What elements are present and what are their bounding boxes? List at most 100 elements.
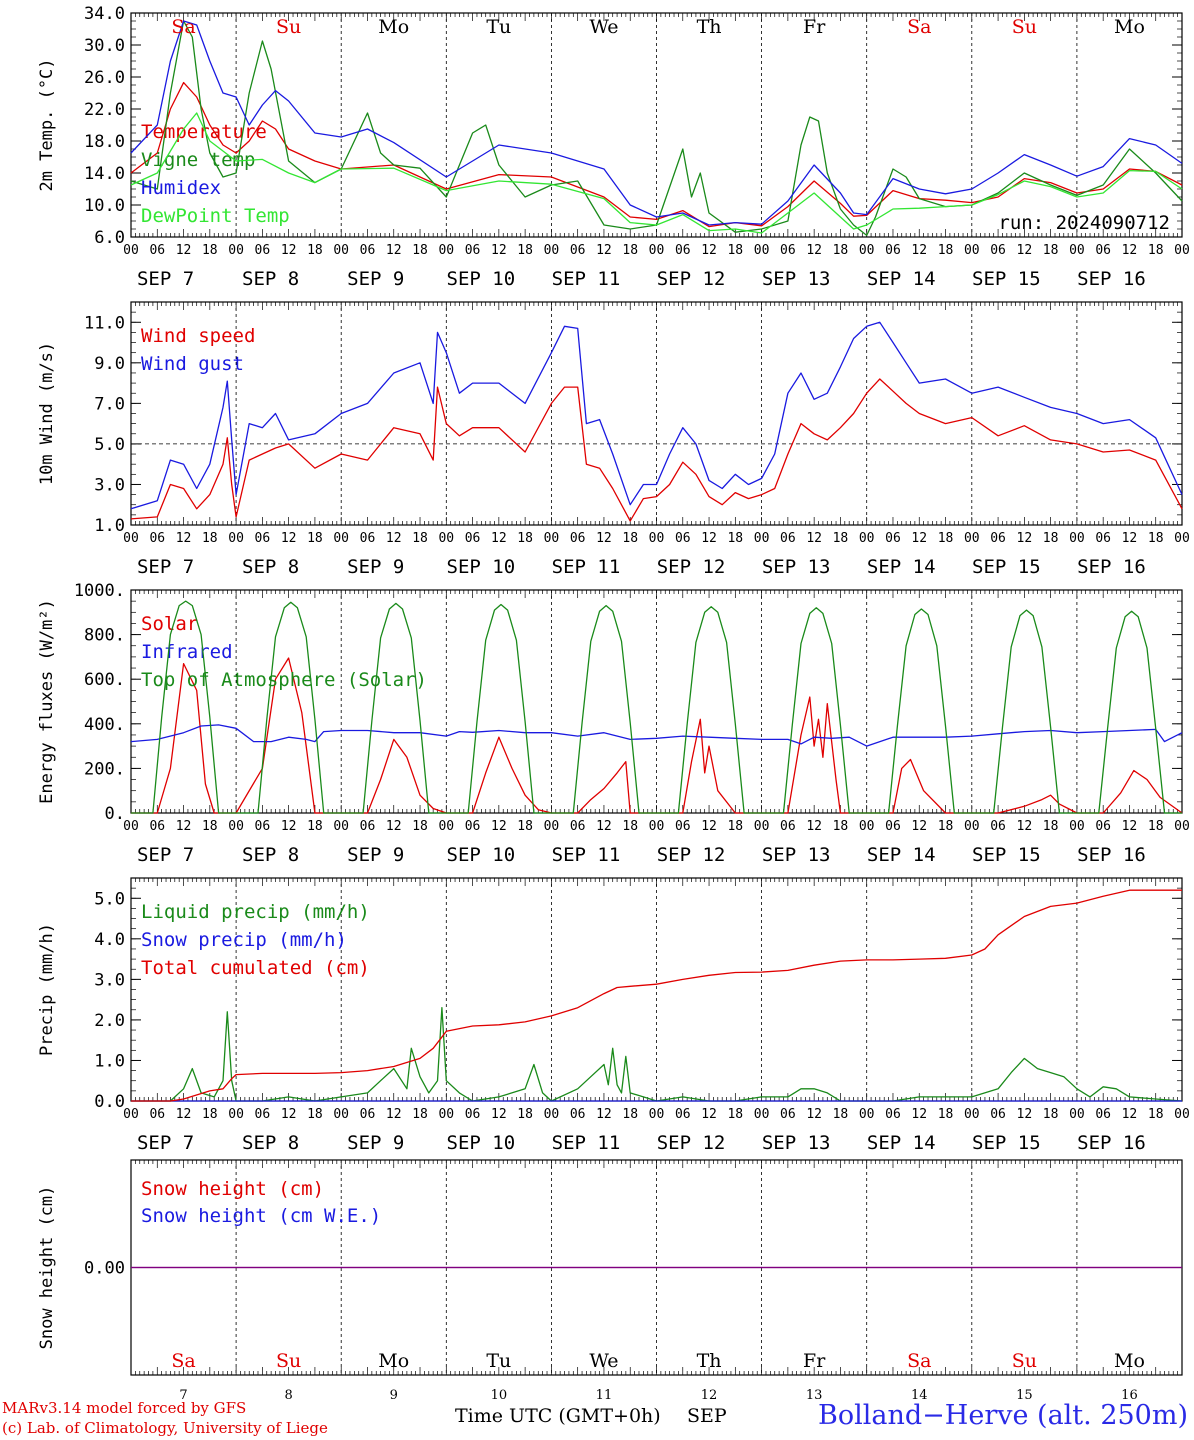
x-hour-label: 00 bbox=[438, 1107, 454, 1122]
x-date-label: SEP 12 bbox=[657, 556, 726, 578]
panel-wind: 1.0 3.0 5.0 7.0 9.0 11.0 10m Wind (m/s) Wind sp… bbox=[37, 301, 1190, 578]
y-tick-label: 200. bbox=[84, 759, 125, 779]
x-hour-label: 12 bbox=[701, 243, 717, 258]
x-hour-label: 18 bbox=[622, 1107, 638, 1122]
x-hour-label: 18 bbox=[833, 243, 849, 258]
x-date-label: SEP 15 bbox=[972, 556, 1041, 578]
x-hour-label: 18 bbox=[1043, 1107, 1059, 1122]
x-date-label: SEP 11 bbox=[552, 844, 621, 866]
y-axis-title: Energy fluxes (W/m²) bbox=[37, 599, 57, 804]
x-hour-label: 00 bbox=[544, 819, 560, 834]
y-tick-label: 600. bbox=[84, 670, 125, 690]
x-hour-label: 00 bbox=[544, 243, 560, 258]
x-hour-label: 12 bbox=[1017, 243, 1033, 258]
series-line-dewpoint-temp bbox=[130, 112, 1183, 234]
x-hour-label: 18 bbox=[622, 243, 638, 258]
x-hour-label: 00 bbox=[649, 819, 665, 834]
x-hour-label: 00 bbox=[544, 1107, 560, 1122]
y-tick-label: 34.0 bbox=[84, 4, 125, 24]
x-hour-label: 06 bbox=[255, 531, 271, 546]
x-date-label: SEP 14 bbox=[867, 556, 936, 578]
panel-snow: 0.00 Snow height (cm) Snow height (cm) Snow… bbox=[37, 1159, 1183, 1403]
x-date-label: SEP 11 bbox=[552, 1132, 621, 1154]
panel-frame bbox=[130, 301, 1183, 526]
legend-item: Top of Atmosphere (Solar) bbox=[141, 669, 427, 691]
x-hour-label: 18 bbox=[517, 819, 533, 834]
x-axis-unit: SEP bbox=[687, 1405, 727, 1427]
x-hour-label: 18 bbox=[1148, 531, 1164, 546]
x-hour-label: 18 bbox=[412, 531, 428, 546]
x-date-label: SEP 14 bbox=[867, 268, 936, 290]
day-number-label: 11 bbox=[596, 1388, 613, 1403]
x-date-label: SEP 9 bbox=[347, 844, 404, 866]
x-hour-label: 18 bbox=[1043, 819, 1059, 834]
station-label: Bolland−Herve (alt. 250m) bbox=[818, 1400, 1188, 1431]
y-tick-label: 22.0 bbox=[84, 100, 125, 120]
x-hour-label: 12 bbox=[491, 1107, 507, 1122]
x-hour-label: 12 bbox=[1122, 243, 1138, 258]
x-hour-label: 06 bbox=[780, 243, 796, 258]
x-hour-label: 00 bbox=[964, 819, 980, 834]
x-hour-label: 06 bbox=[885, 243, 901, 258]
y-tick-label: 1000. bbox=[74, 581, 125, 601]
weekday-label: Su bbox=[276, 1350, 301, 1372]
x-date-label: SEP 12 bbox=[657, 268, 726, 290]
panel-temperature: 6.0 10.0 14.0 18.0 22.0 26.0 30.0 34.0 2m Temp. … bbox=[37, 4, 1190, 290]
legend-item: Infrared bbox=[141, 641, 233, 663]
x-hour-label: 18 bbox=[727, 243, 743, 258]
x-hour-label: 18 bbox=[202, 1107, 218, 1122]
x-hour-label: 06 bbox=[675, 819, 691, 834]
legend-item: Wind gust bbox=[141, 353, 244, 375]
x-hour-label: 00 bbox=[1174, 243, 1190, 258]
x-date-label: SEP 9 bbox=[347, 268, 404, 290]
weekday-label: Fr bbox=[803, 16, 826, 38]
x-hour-label: 12 bbox=[176, 531, 192, 546]
x-date-label: SEP 16 bbox=[1077, 556, 1146, 578]
x-hour-label: 18 bbox=[622, 531, 638, 546]
y-axis-title: Precip (mm/h) bbox=[37, 923, 57, 1056]
day-number-label: 14 bbox=[911, 1388, 928, 1403]
weekday-label: Mo bbox=[378, 1350, 409, 1372]
x-hour-label: 00 bbox=[859, 1107, 875, 1122]
x-date-label: SEP 13 bbox=[762, 844, 831, 866]
weekday-label: Tu bbox=[486, 16, 511, 38]
series-line-liquid-precip-mm-h- bbox=[131, 1007, 1183, 1102]
x-hour-label: 12 bbox=[596, 531, 612, 546]
x-hour-label: 00 bbox=[649, 531, 665, 546]
x-hour-label: 18 bbox=[938, 1107, 954, 1122]
y-tick-label: 10.0 bbox=[84, 196, 125, 216]
x-hour-label: 18 bbox=[412, 819, 428, 834]
x-hour-label: 06 bbox=[990, 819, 1006, 834]
legend-item: DewPoint Temp bbox=[141, 205, 290, 227]
x-hour-label: 00 bbox=[228, 531, 244, 546]
x-hour-label: 06 bbox=[780, 819, 796, 834]
x-hour-label: 06 bbox=[255, 243, 271, 258]
series-line-infrared bbox=[130, 724, 1183, 747]
day-number-label: 12 bbox=[701, 1388, 718, 1403]
y-tick-label: 0.0 bbox=[94, 1092, 125, 1112]
x-date-label: SEP 15 bbox=[972, 1132, 1041, 1154]
x-hour-label: 00 bbox=[544, 531, 560, 546]
x-hour-label: 12 bbox=[1122, 819, 1138, 834]
legend-item: Wind speed bbox=[141, 325, 255, 347]
y-tick-label: 3.0 bbox=[94, 475, 125, 495]
y-axis-title: Snow height (cm) bbox=[37, 1186, 57, 1350]
x-hour-label: 18 bbox=[938, 819, 954, 834]
x-hour-label: 06 bbox=[885, 819, 901, 834]
day-number-label: 10 bbox=[491, 1388, 508, 1403]
x-hour-label: 12 bbox=[491, 819, 507, 834]
y-tick-label: 11.0 bbox=[84, 313, 125, 333]
x-hour-label: 12 bbox=[596, 243, 612, 258]
x-date-label: SEP 14 bbox=[867, 844, 936, 866]
legend-item: Liquid precip (mm/h) bbox=[141, 901, 370, 923]
x-hour-label: 12 bbox=[386, 1107, 402, 1122]
x-hour-label: 18 bbox=[938, 531, 954, 546]
x-hour-label: 12 bbox=[911, 531, 927, 546]
x-hour-label: 06 bbox=[990, 531, 1006, 546]
x-date-label: SEP 11 bbox=[552, 268, 621, 290]
x-hour-label: 18 bbox=[307, 819, 323, 834]
x-date-label: SEP 8 bbox=[242, 844, 299, 866]
x-hour-label: 12 bbox=[491, 531, 507, 546]
y-tick-label: 0. bbox=[105, 804, 125, 824]
